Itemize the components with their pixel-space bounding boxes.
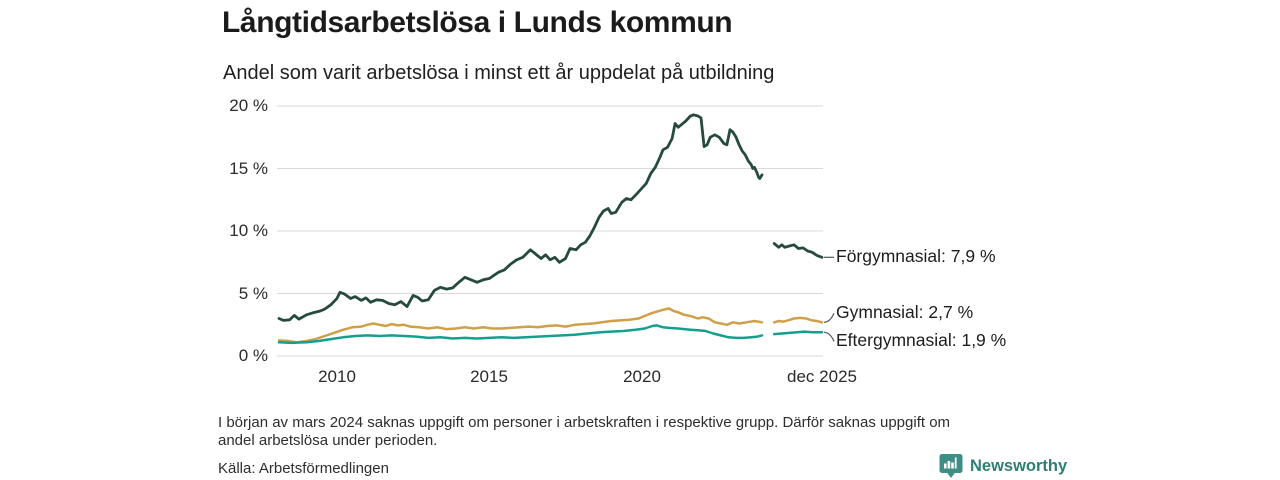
x-axis-tick-2020: 2020 xyxy=(623,367,661,386)
chart-title: Långtidsarbetslösa i Lunds kommun xyxy=(222,6,733,39)
chart-subtitle: Andel som varit arbetslösa i minst ett å… xyxy=(223,62,775,84)
y-axis-tick-10: 10 % xyxy=(229,221,268,240)
series-label-gymnasial: Gymnasial: 2,7 % xyxy=(836,302,974,323)
y-axis-tick-20: 20 % xyxy=(229,96,268,115)
series-line-eftergymnasial xyxy=(772,330,824,336)
footnote: I början av mars 2024 saknas uppgift om … xyxy=(218,414,1078,450)
series-label-förgymnasial: Förgymnasial: 7,9 % xyxy=(836,246,996,267)
label-connector-eftergymnasial xyxy=(823,331,835,342)
series-line-eftergymnasial xyxy=(277,324,764,345)
series-line-gymnasial xyxy=(772,316,824,324)
newsworthy-wordmark: Newsworthy xyxy=(970,456,1068,475)
y-axis-tick-0: 0 % xyxy=(238,346,268,365)
series-line-gymnasial xyxy=(277,307,764,344)
label-connector-gymnasial xyxy=(823,313,835,323)
x-axis-tick-2015: 2015 xyxy=(470,367,508,386)
footnote-line-2: andel arbetslösa under perioden. xyxy=(218,432,438,449)
x-axis-tick-2010: 2010 xyxy=(318,367,356,386)
x-axis-tick-dec-2025: dec 2025 xyxy=(787,367,857,386)
series-label-eftergymnasial: Eftergymnasial: 1,9 % xyxy=(836,330,1007,351)
y-axis-tick-5: 5 % xyxy=(238,283,268,303)
newsworthy-branding: Newsworthy xyxy=(939,453,1067,479)
y-axis-tick-15: 15 % xyxy=(229,158,268,178)
source-attribution: Källa: Arbetsförmedlingen xyxy=(218,460,389,477)
series-line-förgymnasial xyxy=(277,113,764,322)
footnote-line-1: I början av mars 2024 saknas uppgift om … xyxy=(218,414,951,431)
newsworthy-logo-icon xyxy=(939,454,963,478)
series-line-förgymnasial xyxy=(772,242,824,259)
